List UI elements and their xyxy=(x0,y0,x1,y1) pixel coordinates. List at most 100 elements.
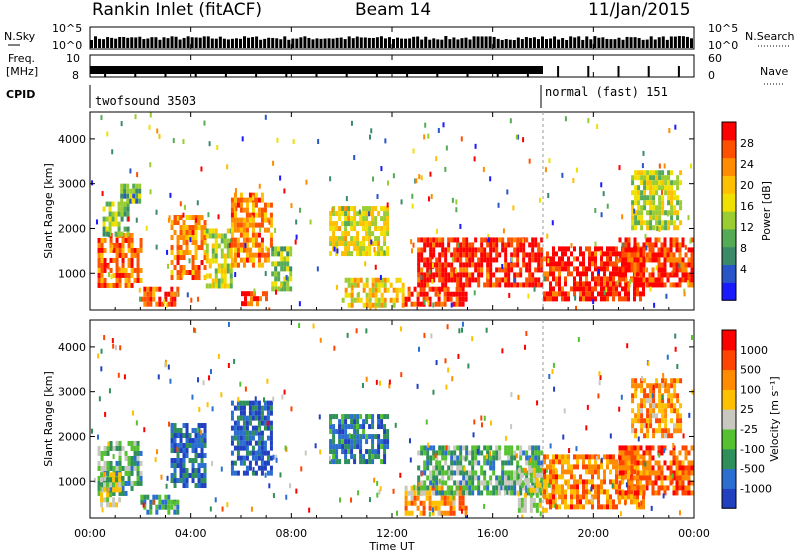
heatmap-cell xyxy=(585,454,588,460)
heatmap-cell xyxy=(522,485,526,491)
heatmap-cell xyxy=(661,170,665,176)
heatmap-cell xyxy=(432,480,436,486)
heatmap-cell xyxy=(658,180,662,186)
heatmap-cell xyxy=(480,470,484,476)
heatmap-cell xyxy=(435,237,439,243)
heatmap-cell xyxy=(182,265,186,271)
heatmap-cell xyxy=(111,201,115,207)
heatmap-cell xyxy=(501,475,505,481)
heatmap-cell xyxy=(642,281,645,287)
heatmap-cell xyxy=(208,258,212,264)
heatmap-cell xyxy=(146,286,150,292)
heatmap-cell xyxy=(590,496,593,502)
heatmap-cell xyxy=(338,429,342,435)
heatmap-cell xyxy=(318,414,321,420)
heatmap-cell xyxy=(409,438,412,444)
heatmap-cell xyxy=(364,261,367,267)
heatmap-cell xyxy=(627,465,631,471)
heatmap-cell xyxy=(383,241,387,247)
heatmap-cell xyxy=(633,271,636,277)
heatmap-cell xyxy=(112,472,116,478)
heatmap-cell xyxy=(353,429,357,435)
heatmap-cell xyxy=(203,438,207,444)
heatmap-cell xyxy=(612,266,615,272)
heatmap-cell xyxy=(90,428,93,434)
heatmap-cell xyxy=(452,510,456,516)
heatmap-cell xyxy=(332,414,336,420)
heatmap-cell xyxy=(353,414,357,420)
heatmap-cell xyxy=(573,291,576,297)
heatmap-cell xyxy=(609,246,612,252)
heatmap-cell xyxy=(275,457,278,463)
heatmap-cell xyxy=(564,266,567,272)
heatmap-cell xyxy=(242,242,246,248)
heatmap-cell xyxy=(687,247,691,253)
heatmap-cell xyxy=(669,262,673,268)
heatmap-cell xyxy=(115,460,119,466)
heatmap-cell xyxy=(597,474,600,480)
heatmap-cell xyxy=(284,445,287,451)
heatmap-cell xyxy=(666,211,669,217)
heatmap-cell xyxy=(100,237,104,243)
heatmap-cell xyxy=(690,470,694,476)
heatmap-cell xyxy=(594,207,597,213)
heatmap-cell xyxy=(139,475,143,481)
heatmap-cell xyxy=(480,480,484,486)
heatmap-cell xyxy=(401,287,405,293)
heatmap-cell xyxy=(133,445,137,451)
heatmap-cell xyxy=(426,445,430,451)
heatmap-cell xyxy=(229,278,233,284)
heatmap-cell xyxy=(425,495,429,501)
heatmap-cell xyxy=(230,257,234,263)
heatmap-cell xyxy=(356,277,360,283)
heatmap-cell xyxy=(452,291,456,297)
heatmap-cell xyxy=(675,485,679,491)
heatmap-cell xyxy=(332,221,336,227)
heatmap-cell xyxy=(281,394,284,400)
heatmap-cell xyxy=(441,267,445,273)
heatmap-cell xyxy=(432,450,436,456)
heatmap-cell xyxy=(678,485,682,491)
heatmap-cell xyxy=(275,454,278,460)
heatmap-cell xyxy=(660,277,664,283)
heatmap-cell xyxy=(681,485,685,491)
heatmap-cell xyxy=(591,291,594,297)
heatmap-cell xyxy=(383,236,387,242)
heatmap-cell xyxy=(582,296,585,302)
heatmap-cell xyxy=(335,284,338,290)
heatmap-cell xyxy=(118,497,122,503)
heatmap-cell xyxy=(194,483,198,489)
heatmap-cell xyxy=(194,265,198,271)
heatmap-cell xyxy=(239,405,243,411)
heatmap-cell xyxy=(120,183,124,189)
heatmap-cell xyxy=(260,445,264,451)
heatmap-cell xyxy=(257,415,261,421)
heatmap-cell xyxy=(673,408,677,414)
heatmap-cell xyxy=(582,494,585,500)
heatmap-cell xyxy=(263,400,267,406)
heatmap-cell xyxy=(615,504,618,510)
heatmap-cell xyxy=(286,281,290,287)
heatmap-cell xyxy=(117,372,120,378)
heatmap-cell xyxy=(519,455,523,461)
heatmap-cell xyxy=(431,500,435,506)
heatmap-cell xyxy=(127,272,131,278)
nsky-bar xyxy=(331,38,335,48)
heatmap-cell xyxy=(652,388,656,394)
heatmap-cell xyxy=(579,504,582,510)
heatmap-cell xyxy=(690,445,694,451)
heatmap-cell xyxy=(371,444,375,450)
heatmap-cell xyxy=(220,268,224,274)
heatmap-cell xyxy=(374,206,378,212)
heatmap-cell xyxy=(429,277,433,283)
heatmap-cell xyxy=(194,458,198,464)
heatmap-cell xyxy=(269,470,273,476)
heatmap-cell xyxy=(126,183,130,189)
heatmap-cell xyxy=(661,433,665,439)
heatmap-cell xyxy=(230,262,234,268)
heatmap-cell xyxy=(208,263,212,269)
heatmap-cell xyxy=(277,251,281,257)
heatmap-cell xyxy=(651,480,655,486)
heatmap-cell xyxy=(465,277,469,283)
heatmap-cell xyxy=(105,226,109,232)
